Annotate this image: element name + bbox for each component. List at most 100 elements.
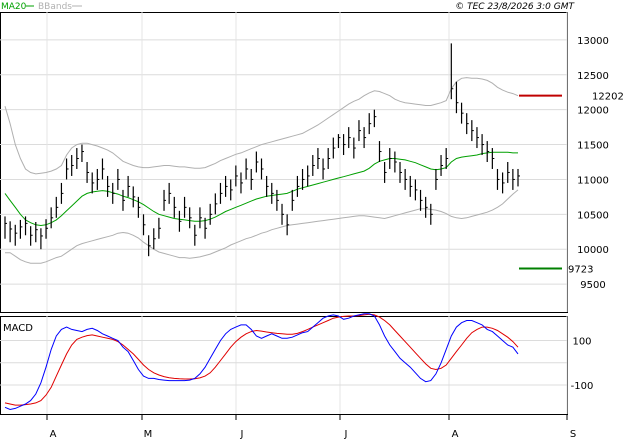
price-y-tick: 10000 — [577, 245, 609, 256]
price-bar — [466, 113, 469, 135]
price-bar — [60, 182, 64, 204]
price-bar — [373, 109, 377, 128]
price-bar — [491, 148, 495, 169]
price-bar — [286, 214, 290, 236]
macd-pane-title: MACD — [3, 323, 33, 334]
price-bar — [101, 158, 105, 180]
ma20-path — [4, 151, 518, 227]
price-bar — [450, 43, 454, 100]
signal-line — [4, 313, 519, 406]
price-bar — [353, 137, 356, 159]
price-bar — [312, 155, 315, 176]
price-bar — [291, 189, 295, 211]
price-bar — [204, 217, 208, 239]
price-bar — [173, 196, 177, 218]
x-tick-label: A — [50, 429, 57, 440]
price-bar — [189, 207, 192, 229]
price-bar — [404, 168, 408, 190]
x-tick-label: S — [570, 429, 576, 440]
price-bar — [163, 189, 167, 211]
bb-legend-label: BBands — [38, 2, 72, 12]
price-bar — [476, 127, 479, 149]
price-bar — [507, 162, 510, 183]
price-bar — [112, 182, 115, 204]
x-tick-label: M — [144, 429, 153, 440]
macd-y-tick: -100 — [571, 381, 594, 392]
price-bar — [394, 151, 397, 173]
price-bar — [419, 189, 423, 211]
price-y-tick: 11500 — [577, 141, 609, 152]
price-bar — [183, 196, 187, 218]
price-bar — [409, 175, 413, 197]
price-bar — [486, 141, 490, 162]
price-bar — [153, 228, 156, 250]
price-bar — [327, 148, 331, 169]
macd-line — [4, 313, 519, 411]
price-bar — [194, 224, 197, 246]
macd-lines — [4, 313, 519, 411]
price-bar — [199, 207, 202, 229]
macd-grid — [0, 316, 568, 414]
price-bar — [214, 193, 218, 215]
price-bar — [481, 134, 485, 156]
price-bar — [358, 120, 361, 142]
price-bar — [276, 189, 279, 211]
price-bar — [106, 175, 110, 197]
price-bar — [440, 155, 444, 176]
price-bar — [24, 216, 28, 236]
price-bar — [224, 175, 228, 197]
price-bar — [127, 175, 131, 197]
price-bar — [86, 162, 90, 183]
price-bar — [91, 172, 95, 194]
price-bar — [502, 172, 505, 194]
price-bar — [496, 168, 500, 190]
x-tick-label: J — [240, 429, 244, 440]
price-bar — [132, 186, 136, 208]
price-bar — [445, 148, 449, 169]
price-bar — [342, 134, 346, 156]
price-bar — [512, 168, 515, 190]
ma20-line — [4, 151, 518, 227]
price-bar — [301, 168, 305, 190]
price-bar — [430, 203, 433, 225]
ma-legend-label: MA20 — [1, 2, 27, 12]
price-bar — [19, 219, 23, 239]
price-bar — [332, 137, 336, 159]
price-y-tick: 9500 — [580, 280, 605, 291]
price-bar — [378, 141, 382, 162]
price-bar — [250, 168, 254, 190]
price-bar — [122, 189, 125, 211]
price-bar — [9, 221, 13, 243]
price-bar — [40, 228, 43, 250]
price-bar — [389, 148, 392, 169]
price-bar — [384, 162, 387, 183]
price-bar — [158, 217, 161, 239]
price-bar — [76, 148, 79, 169]
price-bar — [168, 182, 172, 204]
price-bar — [245, 158, 249, 180]
price-bar — [271, 182, 274, 204]
price-bar — [81, 144, 84, 162]
price-bar — [425, 196, 428, 218]
price-bar — [209, 203, 213, 225]
price-bar — [260, 158, 264, 180]
price-bar — [30, 226, 33, 246]
price-bar — [348, 127, 351, 149]
price-bar — [322, 158, 326, 180]
chart-credit: © TEC 23/8/2026 3:0 GMT — [455, 2, 575, 12]
price-bar — [71, 155, 74, 176]
lower-ref-label: 9723 — [568, 265, 593, 276]
price-bar — [14, 224, 18, 246]
price-bar — [317, 148, 320, 169]
price-bar — [460, 102, 464, 124]
macd-y-tick: 100 — [572, 337, 591, 348]
price-bar — [55, 196, 59, 218]
price-bar — [337, 134, 341, 149]
price-bar — [235, 165, 238, 187]
price-bar — [240, 172, 243, 194]
x-tick-label: A — [452, 429, 459, 440]
bb-upper-line — [4, 77, 519, 175]
price-bar — [219, 182, 223, 204]
price-bar — [455, 81, 459, 114]
price-bar — [117, 168, 120, 190]
